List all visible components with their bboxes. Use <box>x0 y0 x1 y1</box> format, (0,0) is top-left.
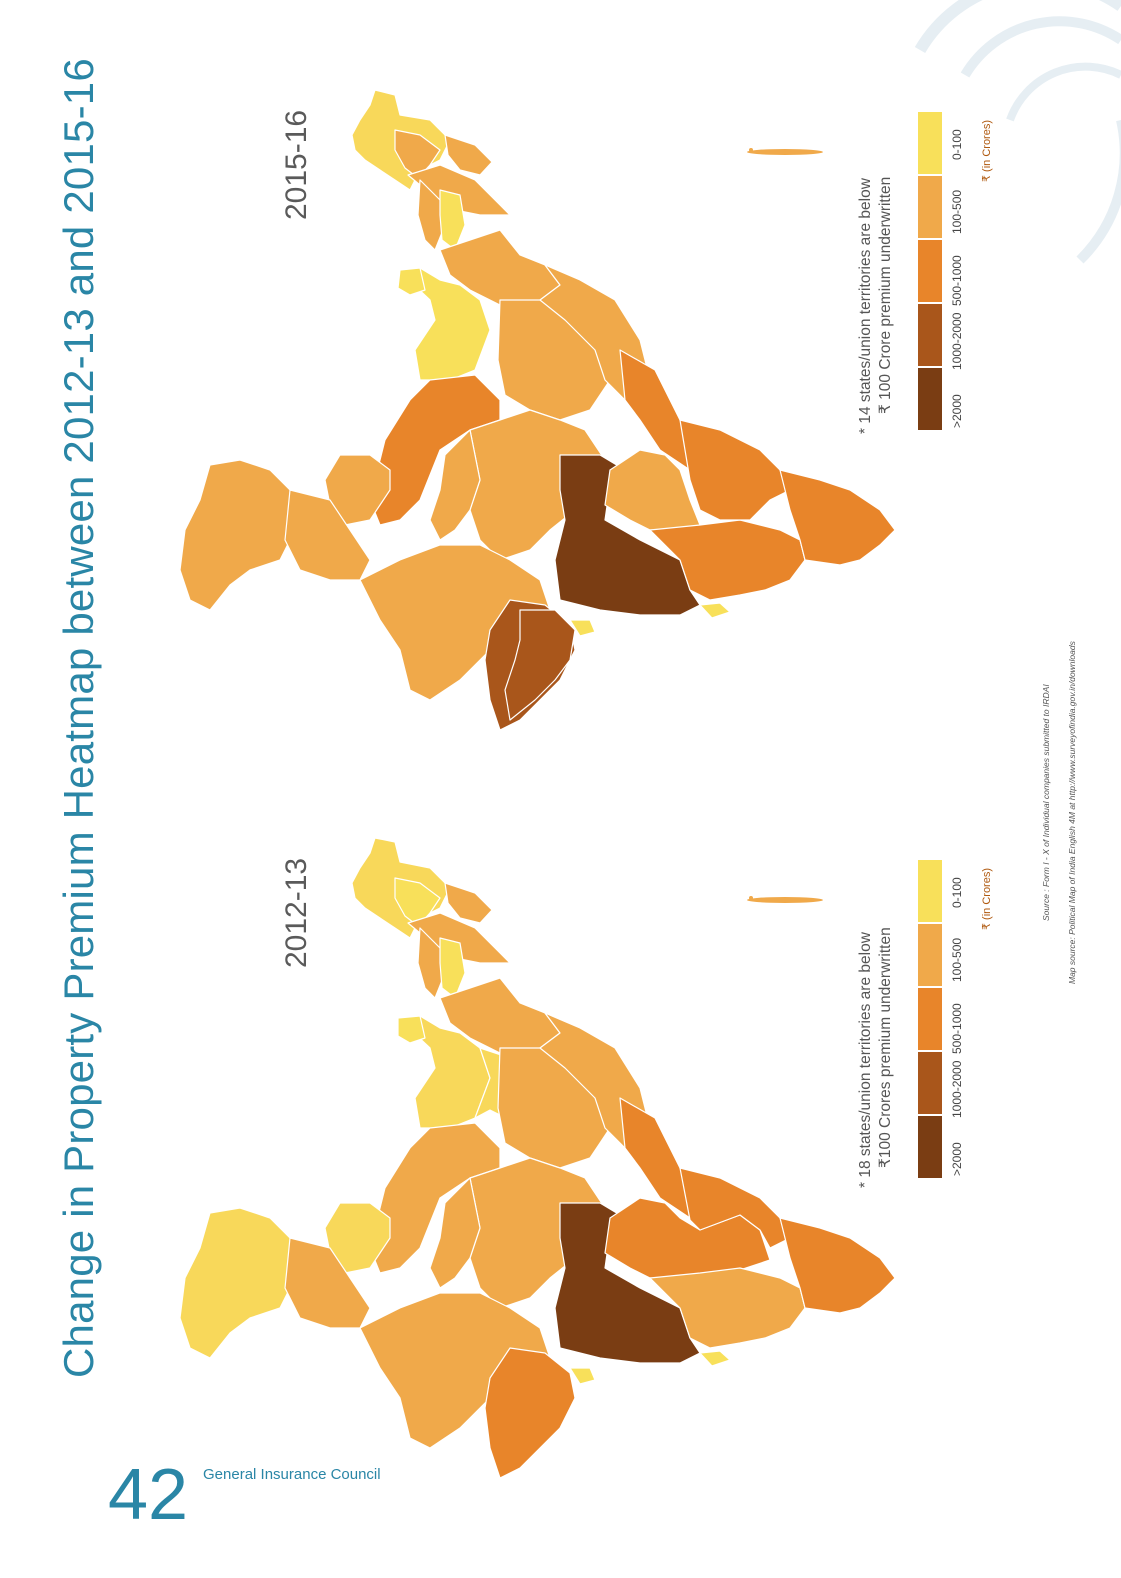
region-gujarat <box>369 1122 501 1274</box>
islands-andaman <box>747 149 823 155</box>
region-goa-kar-west <box>429 429 481 541</box>
region-island-small <box>699 602 731 619</box>
region-delhi <box>439 937 466 999</box>
legend-unit: ₹ (in Crores) <box>981 867 993 930</box>
legend-label: >2000 <box>950 1142 964 1176</box>
region-west-peninsula <box>179 459 296 611</box>
region-ne-states <box>679 1167 791 1249</box>
legend-label: 500-1000 <box>950 1003 964 1054</box>
map-year-label: 2015-16 <box>280 109 313 220</box>
island-dot <box>758 898 762 902</box>
legend-swatch <box>918 304 942 366</box>
legend-swatch <box>918 176 942 238</box>
map-year-label: 2012-13 <box>280 857 313 968</box>
region-gujarat <box>369 374 501 526</box>
legend <box>918 860 942 1182</box>
region-assam-south <box>504 609 576 721</box>
region-goa-kar-west <box>429 1177 481 1289</box>
island-dot <box>749 896 753 900</box>
map-note-line: * 18 states/union territories are below <box>857 932 874 1188</box>
legend-unit: ₹ (in Crores) <box>981 119 993 182</box>
map-note-line: ₹100 Crores premium underwritten <box>877 927 894 1168</box>
legend-label: 1000-2000 <box>950 312 964 370</box>
legend-swatch <box>918 924 942 986</box>
region-rajasthan-west <box>397 267 491 381</box>
legend-label: >2000 <box>950 394 964 428</box>
region-kerala-south <box>324 454 391 526</box>
publisher-name: General Insurance Council <box>203 1466 381 1483</box>
legend-label: 0-100 <box>950 877 964 908</box>
region-uttarakhand <box>444 882 493 924</box>
map-source-note: Map source: Political Map of India Engli… <box>1067 641 1077 984</box>
page-title: Change in Property Premium Heatmap betwe… <box>55 58 102 1378</box>
legend-swatch <box>918 112 942 174</box>
region-ne-east <box>779 469 896 566</box>
legend-label: 100-500 <box>950 189 964 234</box>
region-west-peninsula <box>179 1207 296 1359</box>
legend-label: 100-500 <box>950 937 964 982</box>
map-note: * 18 states/union territories are below … <box>856 927 896 1188</box>
region-sikkim <box>397 1015 426 1044</box>
region-jharkhand-small <box>569 619 596 637</box>
region-ne-states <box>679 419 791 521</box>
region-west-bengal <box>484 1347 576 1479</box>
map-note: * 14 states/union territories are below … <box>856 177 896 434</box>
legend <box>918 112 942 434</box>
region-kerala-south <box>324 1202 391 1274</box>
map-note-line: * 14 states/union territories are below <box>857 178 874 434</box>
legend-swatch <box>918 1052 942 1114</box>
region-ne-east <box>779 1217 896 1314</box>
legend-swatch <box>918 860 942 922</box>
legend-swatch <box>918 240 942 302</box>
source-note: Source : Form I - X of Individual compan… <box>1041 684 1051 921</box>
legend-swatch <box>918 1116 942 1178</box>
island-dot <box>758 150 762 154</box>
legend-label: 0-100 <box>950 129 964 160</box>
region-jharkhand-small <box>569 1367 596 1385</box>
map-note-line: ₹ 100 Crore premium underwritten <box>877 176 894 414</box>
region-odisha <box>604 1197 771 1281</box>
region-sikkim <box>397 267 426 296</box>
legend-label: 1000-2000 <box>950 1060 964 1118</box>
islands-andaman <box>747 897 823 903</box>
legend-swatch <box>918 368 942 430</box>
region-island-small <box>699 1350 731 1367</box>
region-uttarakhand <box>444 134 493 176</box>
legend-swatch <box>918 988 942 1050</box>
region-andhra <box>649 1267 806 1349</box>
island-dot <box>749 148 753 152</box>
legend-label: 500-1000 <box>950 255 964 306</box>
page-number: 42 <box>108 1455 189 1535</box>
